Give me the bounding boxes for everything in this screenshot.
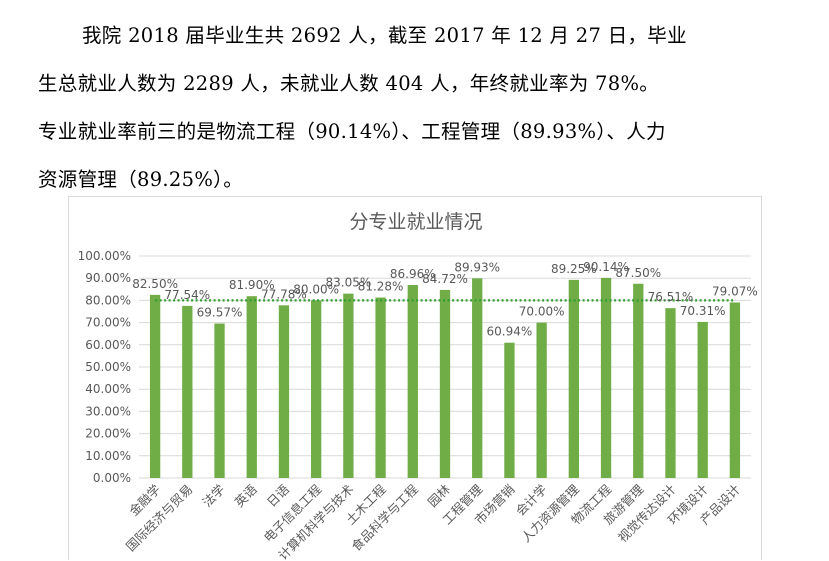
x-category-label: 法学 bbox=[199, 482, 227, 510]
bar bbox=[182, 305, 193, 478]
data-label: 76.51% bbox=[648, 290, 694, 304]
data-label: 70.31% bbox=[680, 304, 726, 318]
y-tick-label: 90.00% bbox=[85, 271, 131, 285]
data-label: 82.50% bbox=[132, 277, 178, 291]
data-label: 87.50% bbox=[615, 266, 661, 280]
bar bbox=[504, 342, 515, 478]
bar bbox=[149, 294, 161, 478]
data-label: 80.00% bbox=[293, 282, 339, 296]
bar bbox=[214, 323, 225, 478]
y-tick-label: 60.00% bbox=[85, 338, 131, 352]
bar bbox=[536, 322, 547, 478]
y-tick-label: 70.00% bbox=[85, 316, 131, 330]
data-label: 77.78% bbox=[261, 287, 307, 301]
bar bbox=[568, 279, 579, 478]
bar bbox=[439, 289, 451, 478]
data-label: 89.93% bbox=[454, 260, 500, 274]
bar bbox=[600, 277, 612, 478]
x-category-label: 园林 bbox=[425, 481, 454, 510]
chart-container: 分专业就业情况 0.00% 10.00% 20.00% 30.00% 40.00% 50.… bbox=[68, 196, 762, 561]
data-label: 60.94% bbox=[487, 325, 533, 339]
chart-title: 分专业就业情况 bbox=[349, 211, 482, 233]
data-label: 89.25% bbox=[551, 262, 597, 276]
y-tick-label: 20.00% bbox=[85, 427, 131, 441]
data-label: 69.57% bbox=[197, 306, 243, 320]
bar bbox=[407, 284, 418, 478]
bar bbox=[343, 293, 354, 478]
data-label: 84.72% bbox=[422, 272, 468, 286]
paragraph-line-3: 专业就业率前三的是物流工程（90.14%）、工程管理（89.93%）、人力 bbox=[38, 120, 666, 143]
paragraph-line-1: 我院 2018 届毕业生共 2692 人，截至 2017 年 12 月 27 日… bbox=[82, 24, 687, 47]
y-tick-label: 80.00% bbox=[85, 293, 131, 307]
x-category-label: 日语 bbox=[264, 482, 292, 510]
bar bbox=[472, 278, 483, 478]
data-label: 81.90% bbox=[229, 278, 275, 292]
y-tick-label: 50.00% bbox=[85, 360, 131, 374]
data-label: 79.07% bbox=[712, 284, 758, 298]
employment-bar-chart: 分专业就业情况 0.00% 10.00% 20.00% 30.00% 40.00% 50.… bbox=[78, 211, 758, 561]
bar bbox=[633, 283, 644, 478]
bar bbox=[665, 308, 676, 478]
bar bbox=[278, 305, 290, 478]
intro-paragraph: 我院 2018 届毕业生共 2692 人，截至 2017 年 12 月 27 日… bbox=[38, 12, 798, 204]
paragraph-line-2: 生总就业人数为 2289 人，未就业人数 404 人，年终就业率为 78%。 bbox=[38, 72, 660, 95]
data-label: 77.54% bbox=[164, 288, 210, 302]
data-label: 70.00% bbox=[519, 305, 565, 319]
y-tick-label: 100.00% bbox=[78, 249, 131, 263]
data-label: 86.96% bbox=[390, 267, 436, 281]
bar bbox=[697, 321, 708, 478]
y-tick-label: 10.00% bbox=[85, 449, 131, 463]
bar bbox=[729, 302, 741, 478]
data-label: 90.14% bbox=[583, 260, 629, 274]
y-tick-label: 40.00% bbox=[85, 382, 131, 396]
bar bbox=[375, 297, 386, 478]
y-tick-label: 30.00% bbox=[85, 404, 131, 418]
paragraph-line-4: 资源管理（89.25%）。 bbox=[38, 168, 244, 191]
y-tick-label: 0.00% bbox=[93, 471, 131, 485]
x-category-label: 英语 bbox=[232, 482, 260, 510]
bar bbox=[246, 296, 257, 478]
data-label: 81.28% bbox=[358, 280, 404, 294]
bar bbox=[311, 300, 322, 478]
data-label: 83.05% bbox=[325, 276, 371, 290]
